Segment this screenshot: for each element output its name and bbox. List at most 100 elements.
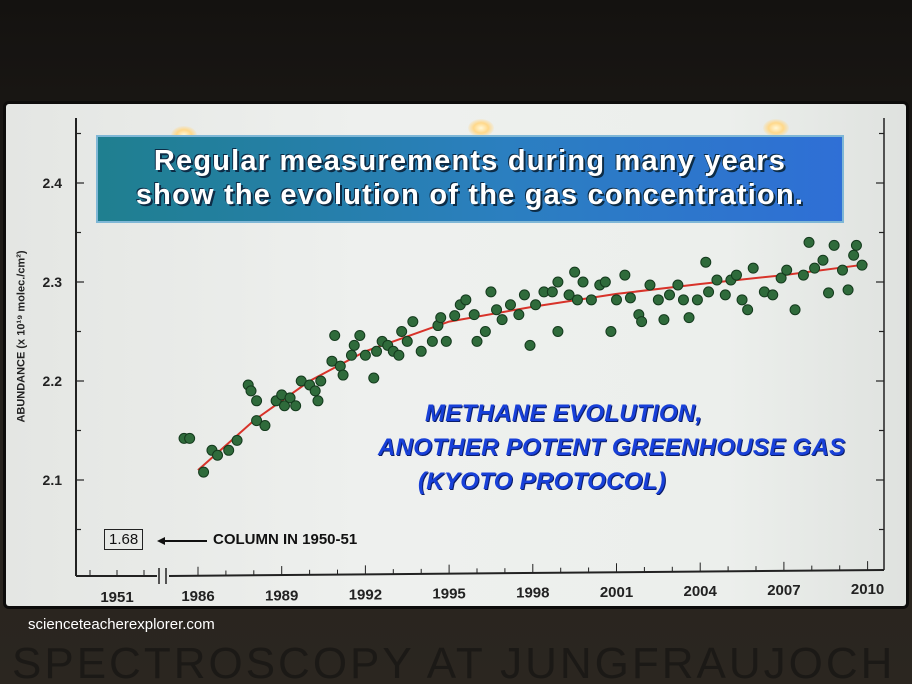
x-tick-label: 1995: [432, 586, 465, 603]
data-point: [848, 249, 860, 261]
data-point: [552, 326, 564, 337]
data-point: [719, 289, 731, 301]
data-point: [605, 326, 617, 337]
data-point: [672, 279, 684, 291]
data-point: [329, 329, 341, 341]
annotation-line-3: (KYOTO PROTOCOL): [418, 468, 666, 495]
data-point: [368, 372, 380, 384]
data-point: [644, 279, 656, 291]
data-point: [326, 355, 338, 367]
data-point: [290, 400, 302, 412]
data-point: [337, 369, 349, 381]
banner-line-1: Regular measurements during many years: [153, 145, 787, 177]
data-point: [407, 316, 419, 328]
data-point: [836, 264, 848, 276]
data-point: [354, 329, 366, 341]
data-point: [842, 284, 854, 296]
chart-axes: 2.1 2.2 2.3 2.4 1951 1986 1989 1992 1995 1998 2001…: [43, 118, 885, 606]
data-point: [184, 432, 196, 444]
data-point: [468, 309, 480, 321]
data-point: [571, 294, 583, 306]
data-point: [850, 239, 862, 251]
data-point: [611, 294, 622, 306]
data-point: [700, 256, 712, 268]
data-point: [809, 262, 821, 274]
data-point: [491, 304, 503, 316]
data-point: [652, 294, 664, 306]
banner-line-2: show the evolution of the gas concentrat…: [135, 179, 805, 211]
data-point: [426, 335, 438, 347]
data-point: [789, 304, 801, 316]
data-point: [664, 289, 676, 301]
data-point: [585, 294, 597, 306]
data-point: [504, 299, 516, 311]
light-reflection: [468, 119, 494, 137]
x-tick-label: 1951: [100, 589, 133, 606]
data-point: [415, 345, 427, 357]
y-tick-label: 2.2: [43, 373, 63, 389]
data-point: [460, 294, 472, 306]
data-point: [440, 335, 452, 347]
data-point: [563, 289, 575, 301]
data-point: [345, 349, 357, 361]
data-point: [677, 294, 689, 306]
data-point: [518, 289, 530, 301]
x-tick-label: 1986: [181, 588, 214, 605]
x-tick-label: 2001: [600, 584, 633, 601]
data-point: [393, 349, 405, 361]
data-point: [823, 287, 835, 299]
x-axis-line: [168, 569, 885, 577]
data-point: [703, 286, 715, 298]
data-point: [449, 310, 461, 322]
title-banner: Regular measurements during many years s…: [96, 135, 844, 223]
data-point: [730, 269, 742, 281]
annotation-line-2: ANOTHER POTENT GREENHOUSE GAS: [378, 434, 846, 461]
data-point: [251, 395, 263, 407]
data-point: [683, 312, 695, 324]
data-point: [312, 395, 324, 407]
data-point: [619, 269, 631, 281]
data-point: [742, 304, 754, 316]
data-point: [401, 335, 413, 347]
data-point: [435, 312, 447, 324]
data-point: [624, 292, 636, 304]
x-tick-label: 1989: [265, 587, 298, 604]
data-point: [359, 349, 371, 361]
data-point: [817, 254, 829, 266]
data-point: [212, 449, 224, 461]
data-point: [797, 269, 809, 281]
data-point: [552, 276, 564, 288]
data-point: [828, 239, 840, 251]
data-point: [198, 466, 210, 478]
data-point: [348, 339, 360, 351]
data-point: [371, 345, 383, 357]
data-point: [315, 375, 327, 387]
data-point: [479, 326, 491, 337]
data-point: [658, 314, 670, 326]
data-point: [747, 262, 759, 274]
data-point: [775, 272, 787, 284]
exhibit-title: SPECTROSCOPY AT JUNGFRAUJOCH: [12, 639, 896, 684]
data-point: [513, 309, 525, 321]
x-tick-label: 2007: [767, 582, 800, 599]
data-point: [767, 289, 779, 301]
data-point: [781, 264, 793, 276]
data-point: [636, 316, 648, 328]
watermark: scienceteacherexplorer.com: [28, 616, 215, 633]
data-point: [599, 276, 611, 288]
data-point: [245, 385, 257, 397]
data-point: [309, 385, 321, 397]
data-point: [803, 236, 815, 248]
data-point: [278, 400, 290, 412]
column-1950-value: 1.68: [104, 529, 144, 550]
data-point: [569, 266, 581, 278]
fit-line: [197, 263, 868, 471]
data-point: [251, 415, 263, 427]
data-point: [485, 286, 497, 298]
data-point: [223, 444, 235, 456]
x-tick-label: 2004: [684, 583, 718, 600]
y-tick-label: 2.1: [43, 472, 63, 488]
light-reflection: [763, 119, 789, 137]
